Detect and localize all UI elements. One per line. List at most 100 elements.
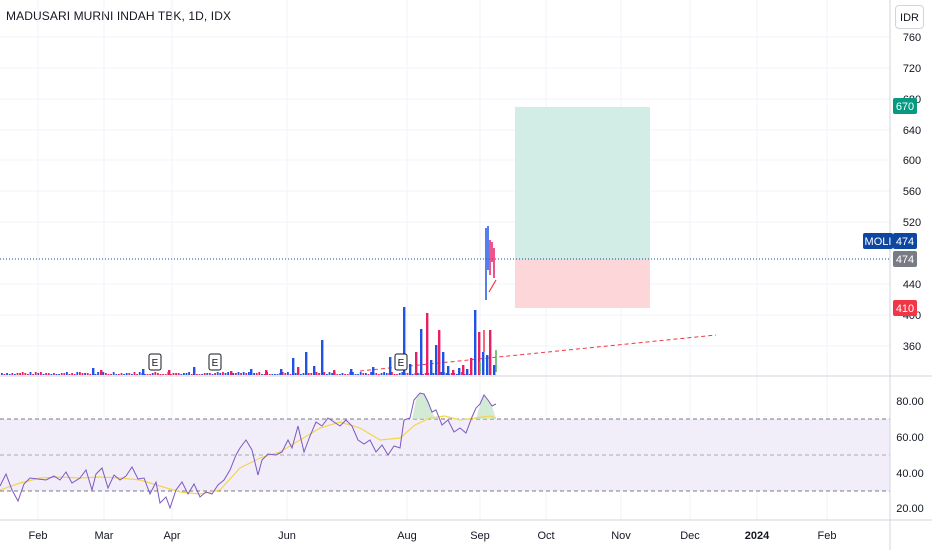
- price-bar: [175, 373, 177, 375]
- price-tick: 640: [903, 125, 921, 137]
- price-bar: [385, 373, 388, 375]
- price-bar: [144, 374, 146, 375]
- rsi-ma-line: [0, 415, 497, 495]
- price-bar: [102, 372, 105, 375]
- price-bar: [393, 374, 396, 375]
- price-bar: [409, 364, 412, 375]
- price-bar: [432, 373, 435, 375]
- price-axis[interactable]: 760 720 680 640 600 560 520 440 400 360: [903, 32, 921, 353]
- price-bar: [478, 332, 481, 375]
- currency-button[interactable]: IDR: [895, 5, 924, 29]
- rsi-tick: 20.00: [896, 503, 924, 515]
- price-bar: [177, 373, 180, 375]
- price-bar: [463, 374, 466, 375]
- time-tick: Aug: [397, 530, 417, 542]
- price-bar: [198, 374, 201, 375]
- rsi-axis[interactable]: 80.00 60.00 40.00 20.00: [896, 396, 924, 515]
- price-bar: [406, 373, 409, 375]
- entry-price-tag: 474: [893, 251, 917, 267]
- price-bar: [120, 373, 123, 375]
- price-bar: [450, 373, 453, 375]
- rsi-line: [0, 392, 497, 510]
- price-bar: [401, 372, 404, 375]
- price-bar: [265, 370, 268, 375]
- price-bar: [321, 340, 324, 375]
- price-bar: [193, 367, 196, 375]
- price-bar: [456, 374, 458, 375]
- chart-title: MADUSARI MURNI INDAH TBK, 1D, IDX: [6, 9, 232, 23]
- price-bar: [211, 374, 214, 375]
- time-tick: Nov: [611, 530, 631, 542]
- price-bar: [378, 374, 380, 375]
- price-bar: [253, 373, 255, 375]
- rsi-overbought-fill: [412, 393, 436, 419]
- price-bar: [32, 374, 34, 375]
- price-bar: [185, 373, 188, 375]
- price-bar: [8, 374, 11, 375]
- price-bar: [16, 373, 19, 375]
- price-bar: [323, 372, 326, 375]
- price-bar: [426, 313, 429, 375]
- earnings-marker[interactable]: E: [394, 353, 408, 371]
- price-bar: [110, 374, 112, 375]
- price-bar: [206, 373, 209, 375]
- price-bar: [149, 374, 151, 375]
- price-tick: 360: [903, 341, 921, 353]
- price-bar: [168, 370, 171, 375]
- price-tick: 760: [903, 32, 921, 44]
- price-bar: [352, 372, 354, 375]
- price-bars: [1, 226, 497, 375]
- horizontal-grid: [0, 36, 890, 347]
- price-bar: [81, 373, 84, 375]
- price-bar: [84, 373, 86, 375]
- price-bar: [190, 374, 193, 375]
- price-tick: 520: [903, 217, 921, 229]
- price-bar: [107, 374, 110, 375]
- price-bar: [250, 369, 253, 375]
- last-price-tag: 474: [893, 233, 917, 249]
- price-bar: [336, 374, 339, 375]
- price-tick: 560: [903, 186, 921, 198]
- price-bar: [133, 372, 136, 375]
- price-bar: [60, 373, 63, 375]
- price-bar: [128, 373, 131, 375]
- profit-zone[interactable]: [515, 107, 650, 259]
- time-axis[interactable]: Feb Mar Apr Jun Aug Sep Oct Nov Dec 2024…: [29, 530, 837, 542]
- price-bar: [331, 373, 333, 375]
- time-tick: Feb: [29, 530, 48, 542]
- price-bar: [305, 352, 308, 375]
- price-bar: [493, 365, 496, 375]
- earnings-marker[interactable]: E: [208, 353, 222, 371]
- price-bar: [318, 373, 320, 375]
- svg-text:474: 474: [896, 254, 914, 266]
- trend-line[interactable]: [359, 334, 717, 372]
- loss-zone[interactable]: [515, 259, 650, 308]
- price-bar: [294, 373, 297, 375]
- price-tick: 440: [903, 279, 921, 291]
- price-bar: [27, 374, 29, 375]
- time-tick: Oct: [537, 530, 554, 542]
- price-bar: [486, 355, 489, 375]
- price-bar: [300, 374, 302, 375]
- earnings-marker[interactable]: E: [148, 353, 162, 371]
- price-bar: [203, 373, 206, 375]
- price-bar: [344, 374, 346, 375]
- price-bar: [274, 374, 276, 375]
- price-bar: [214, 373, 216, 375]
- price-bar: [230, 371, 233, 375]
- price-bar: [6, 373, 8, 375]
- stop-price-tag: 410: [893, 300, 917, 316]
- price-bar: [232, 373, 235, 375]
- price-bar: [136, 374, 138, 375]
- time-tick: Sep: [470, 530, 490, 542]
- price-bar: [112, 372, 115, 375]
- price-bar: [142, 369, 145, 375]
- time-tick: Feb: [818, 530, 837, 542]
- price-bar: [403, 307, 406, 375]
- price-bar: [442, 352, 445, 375]
- price-bar: [328, 372, 331, 375]
- price-bar: [55, 374, 58, 375]
- price-bar: [170, 374, 172, 375]
- price-bar: [45, 373, 47, 375]
